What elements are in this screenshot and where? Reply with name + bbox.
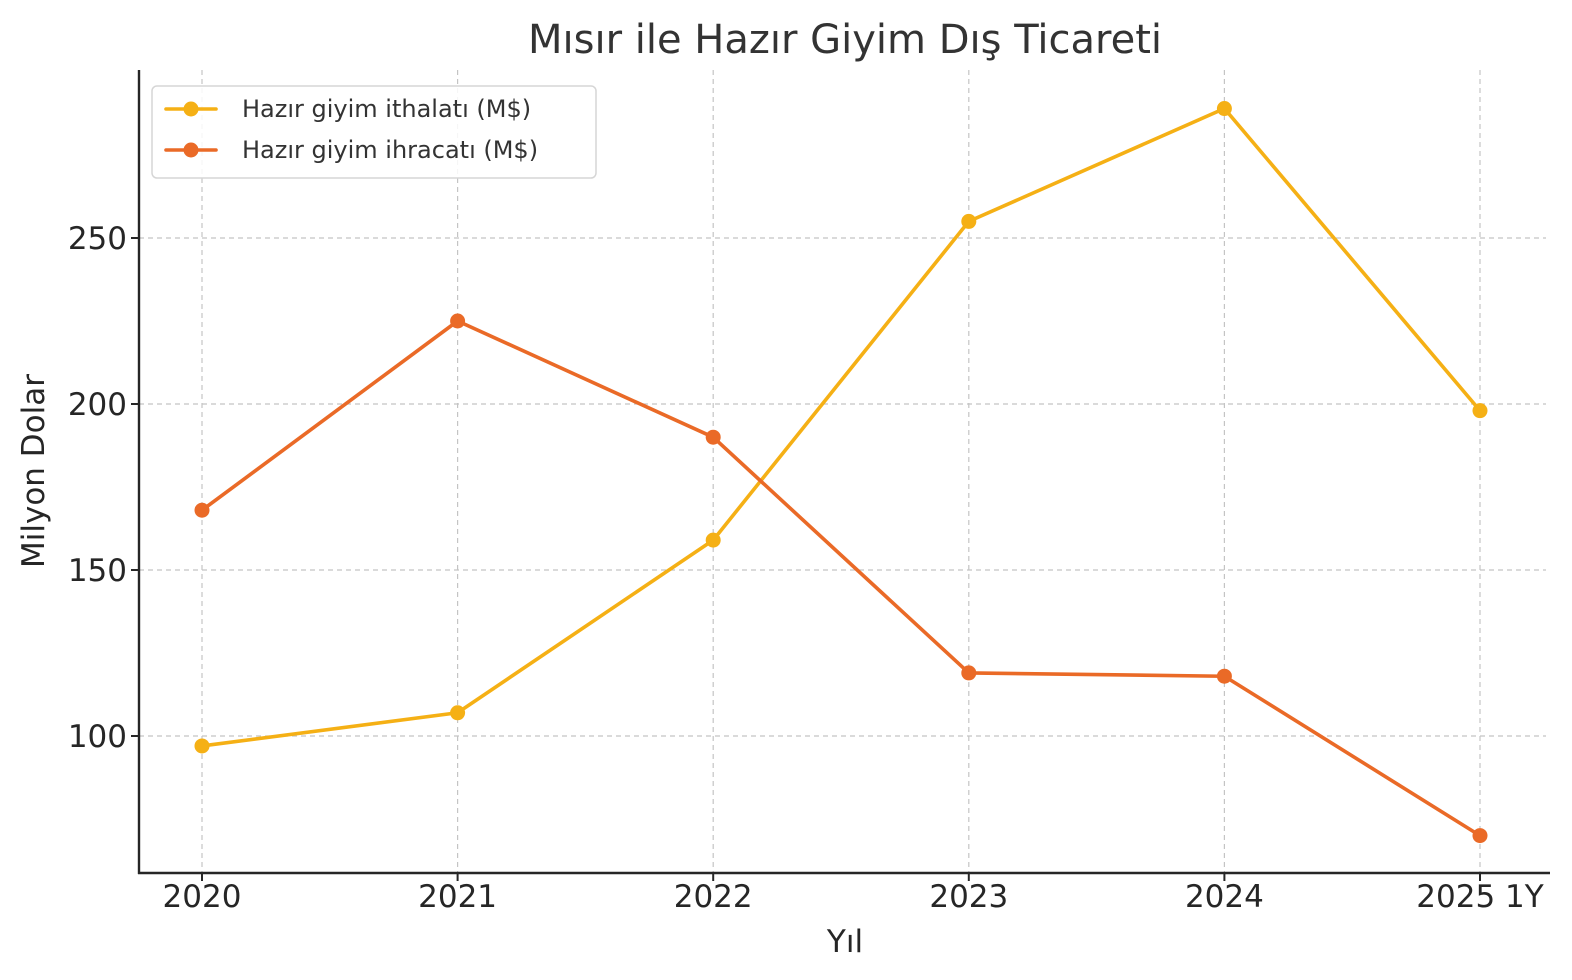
series-line [200, 106, 1482, 748]
data-point [450, 705, 466, 721]
data-point [1216, 101, 1232, 117]
y-tick-label: 150 [68, 553, 127, 589]
y-tick-label: 100 [68, 719, 127, 755]
legend-marker-imports [183, 101, 199, 117]
data-point [1472, 403, 1488, 419]
x-tick-label: 2022 [674, 879, 753, 915]
x-tick-label: 2021 [418, 879, 497, 915]
data-point [194, 738, 210, 754]
legend-box [151, 85, 597, 179]
x-tick-label: 2023 [929, 879, 1008, 915]
legend-label-imports: Hazır giyim ithalatı (M$) [242, 95, 531, 123]
data-point [1216, 668, 1232, 684]
data-point [961, 665, 977, 681]
series-1 [194, 313, 1488, 844]
series-line [200, 319, 1482, 838]
legend: Hazır giyim ithalatı (M$) Hazır giyim ih… [151, 85, 597, 179]
legend-marker-exports [183, 142, 199, 158]
data-point [705, 532, 721, 548]
series-0 [194, 101, 1488, 754]
data-point [705, 429, 721, 445]
ticks: 2020 2021 2022 2023 2024 2025 1Y 100 150 200 250 [68, 221, 1544, 915]
y-tick-label: 200 [68, 387, 127, 423]
grid [139, 70, 1546, 873]
x-tick-label: 2025 1Y [1416, 879, 1543, 915]
data-point [1472, 828, 1488, 844]
data-point [961, 213, 977, 229]
x-tick-label: 2024 [1185, 879, 1264, 915]
y-axis-label: Milyon Dolar [16, 374, 52, 568]
x-tick-label: 2020 [163, 879, 242, 915]
x-axis-label: Yıl [826, 924, 863, 960]
legend-label-exports: Hazır giyim ihracatı (M$) [242, 136, 538, 164]
axes [137, 70, 1550, 875]
data-point [450, 313, 466, 329]
y-tick-label: 250 [68, 221, 127, 257]
series-group [194, 101, 1488, 844]
data-point [194, 502, 210, 518]
chart-title: Mısır ile Hazır Giyim Dış Ticareti [528, 17, 1162, 63]
